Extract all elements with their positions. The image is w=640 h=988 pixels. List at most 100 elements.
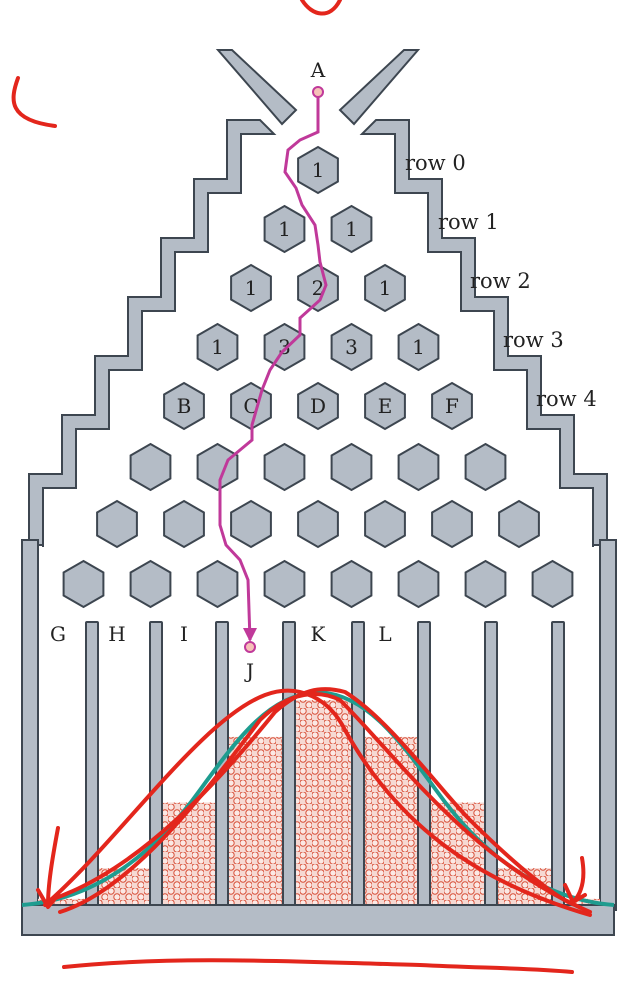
funnel-right-neck bbox=[338, 49, 421, 126]
bin-label-i: I bbox=[180, 622, 188, 646]
bin-divider bbox=[149, 621, 163, 908]
bin-labels: G H I K L bbox=[50, 622, 392, 646]
hex-peg-label: D bbox=[310, 394, 326, 418]
hex-peg-shape bbox=[196, 322, 239, 372]
row-label-2: row 2 bbox=[470, 269, 531, 293]
hex-peg-shape bbox=[297, 145, 339, 195]
left-side-wall bbox=[21, 539, 39, 911]
bin-divider bbox=[551, 621, 565, 908]
ball-path bbox=[218, 92, 328, 641]
hex-peg-shape bbox=[397, 322, 440, 372]
hex-peg-shape bbox=[297, 381, 339, 431]
label-start: A bbox=[310, 58, 326, 82]
hex-peg-shape bbox=[163, 381, 205, 431]
annotation-arrow-left bbox=[36, 826, 60, 909]
hex-peg-shape bbox=[397, 559, 440, 609]
bead-column bbox=[38, 898, 86, 905]
bead-column bbox=[295, 700, 352, 905]
hex-peg-label: 1 bbox=[312, 158, 325, 182]
hex-peg bbox=[96, 499, 138, 549]
hex-peg-label: 1 bbox=[345, 217, 358, 241]
row-label-3: row 3 bbox=[503, 328, 564, 352]
hex-peg bbox=[129, 559, 172, 609]
annotation-mark-top bbox=[300, 0, 342, 16]
path-arrow-head bbox=[243, 628, 257, 642]
bin-label-h: H bbox=[108, 622, 125, 646]
hex-peg-shape bbox=[62, 559, 105, 609]
hex-peg bbox=[464, 442, 507, 492]
hex-peg-shape bbox=[196, 442, 239, 492]
hex-peg-shape bbox=[531, 559, 574, 609]
hex-peg-label: 1 bbox=[379, 276, 392, 300]
hex-peg bbox=[196, 559, 239, 609]
bottom-tray bbox=[21, 904, 615, 936]
hex-peg-shape bbox=[397, 442, 440, 492]
hex-peg: 1 bbox=[397, 322, 440, 372]
hex-peg bbox=[263, 442, 306, 492]
hex-peg-label: 1 bbox=[211, 335, 224, 359]
board-walls bbox=[21, 49, 617, 911]
row-labels: row 0 row 1 row 2 row 3 row 4 bbox=[405, 151, 597, 411]
hex-peg bbox=[531, 559, 574, 609]
hex-peg-shape bbox=[364, 263, 406, 313]
hex-peg-shape bbox=[129, 442, 172, 492]
hex-peg-shape bbox=[230, 499, 272, 549]
hex-peg: 1 bbox=[330, 204, 373, 254]
hex-peg: 1 bbox=[364, 263, 406, 313]
hex-peg-shape bbox=[498, 499, 540, 549]
hex-peg: D bbox=[297, 381, 339, 431]
hex-peg: C bbox=[230, 381, 272, 431]
hex-peg-shape bbox=[330, 559, 373, 609]
row-label-1: row 1 bbox=[438, 210, 499, 234]
bin-divider bbox=[282, 621, 296, 908]
row-label-4: row 4 bbox=[536, 387, 597, 411]
hex-peg-shape bbox=[431, 381, 473, 431]
hex-peg bbox=[397, 442, 440, 492]
bead-column bbox=[228, 736, 283, 905]
hex-peg-label: 3 bbox=[345, 335, 358, 359]
hex-peg: 1 bbox=[297, 145, 339, 195]
hex-peg-shape bbox=[364, 499, 406, 549]
hand-annotations bbox=[11, 0, 592, 974]
hex-peg-shape bbox=[196, 559, 239, 609]
bin-label-g: G bbox=[50, 622, 66, 646]
hex-peg: 1 bbox=[230, 263, 272, 313]
hex-peg-shape bbox=[464, 559, 507, 609]
end-point-marker bbox=[244, 641, 256, 653]
hex-peg bbox=[263, 559, 306, 609]
bin-label-k: K bbox=[311, 622, 327, 646]
hex-peg: F bbox=[431, 381, 473, 431]
hex-peg-shape bbox=[263, 559, 306, 609]
hex-peg bbox=[297, 499, 339, 549]
funnel-right-wall bbox=[359, 119, 608, 547]
hex-peg bbox=[196, 442, 239, 492]
start-point-marker bbox=[312, 86, 324, 98]
label-end: J bbox=[244, 659, 254, 683]
hex-peg-label: 1 bbox=[245, 276, 258, 300]
bin-label-l: L bbox=[378, 622, 391, 646]
hex-peg-label: 1 bbox=[278, 217, 291, 241]
hex-peg bbox=[364, 499, 406, 549]
hex-peg: 1 bbox=[263, 204, 306, 254]
hex-peg bbox=[163, 499, 205, 549]
hex-peg bbox=[129, 442, 172, 492]
annotation-curve-inner bbox=[58, 692, 592, 914]
hex-peg-label: 1 bbox=[412, 335, 425, 359]
hex-peg-shape bbox=[464, 442, 507, 492]
hex-peg-shape bbox=[297, 499, 339, 549]
hex-peg-shape bbox=[330, 322, 373, 372]
hex-peg-label: B bbox=[177, 394, 192, 418]
annotation-mark-left bbox=[11, 76, 57, 128]
hex-peg-shape bbox=[330, 442, 373, 492]
hex-peg-shape bbox=[330, 204, 373, 254]
annotation-arrow-right bbox=[563, 856, 587, 904]
hex-peg-shape bbox=[297, 263, 339, 313]
hex-peg-shape bbox=[263, 204, 306, 254]
right-side-wall bbox=[599, 539, 617, 911]
annotation-curve-left bbox=[43, 688, 592, 917]
annotation-underline bbox=[62, 958, 574, 974]
hex-peg-shape bbox=[96, 499, 138, 549]
funnel-left-neck bbox=[215, 49, 298, 126]
bead-column bbox=[364, 736, 418, 905]
